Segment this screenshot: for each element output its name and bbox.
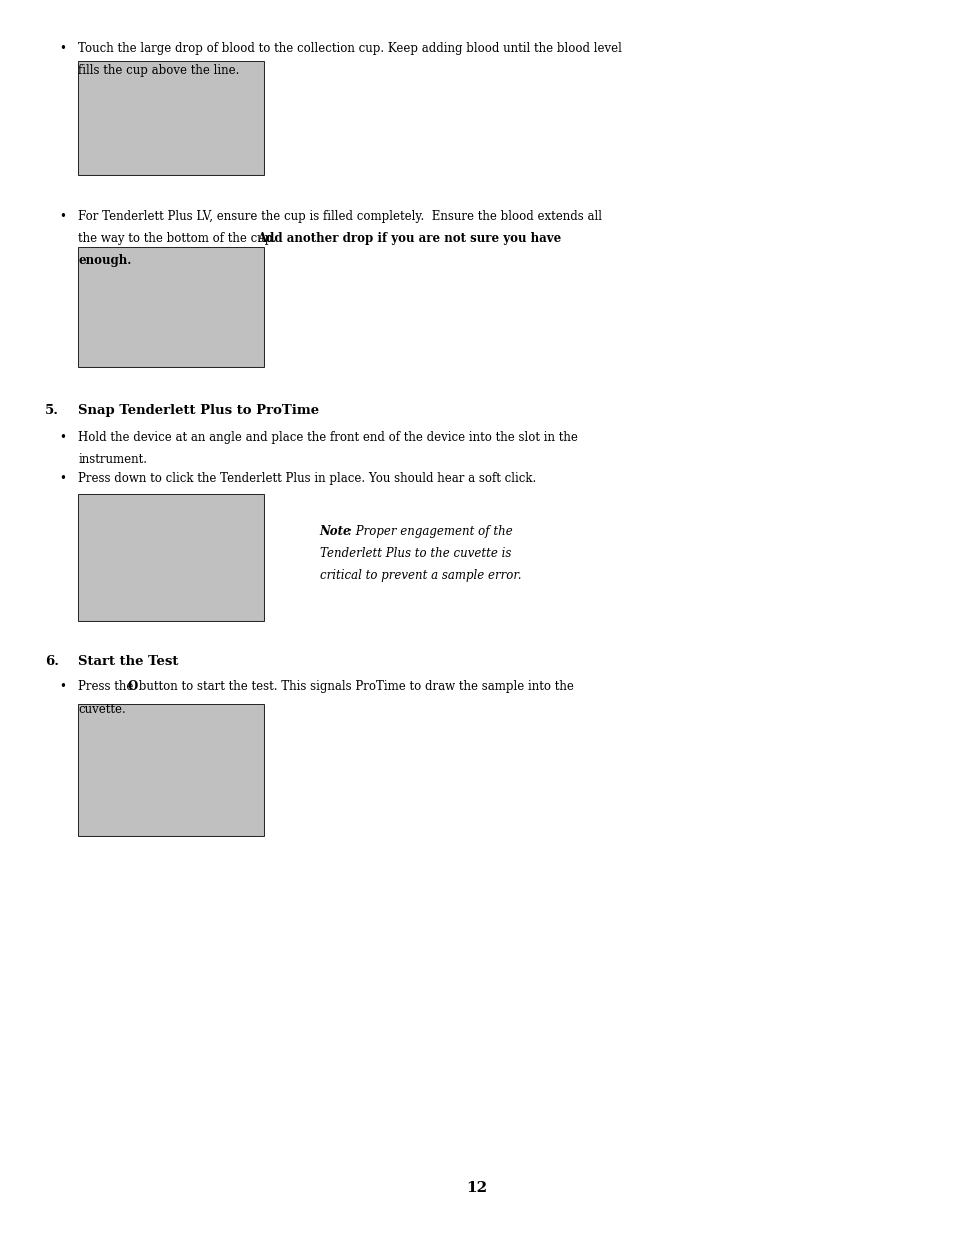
Text: enough.: enough. (78, 254, 132, 268)
Text: Start the Test: Start the Test (78, 655, 178, 668)
Bar (78, 704, 264, 836)
Text: cuvette.: cuvette. (78, 703, 126, 716)
Text: Press the: Press the (78, 680, 137, 694)
Bar (79, 705, 263, 835)
Text: fills the cup above the line.: fills the cup above the line. (78, 64, 239, 78)
Text: O: O (128, 680, 138, 694)
Bar (78, 61, 264, 175)
Text: instrument.: instrument. (78, 453, 147, 467)
Text: Press down to click the Tenderlett Plus in place. You should hear a soft click.: Press down to click the Tenderlett Plus … (78, 472, 536, 485)
Text: 12: 12 (466, 1181, 487, 1195)
Bar (79, 495, 263, 620)
Text: •: • (59, 431, 66, 445)
Text: •: • (59, 42, 66, 56)
Text: Tenderlett Plus to the cuvette is: Tenderlett Plus to the cuvette is (319, 547, 511, 561)
Bar (79, 248, 263, 366)
Bar (78, 247, 264, 367)
Text: : Proper engagement of the: : Proper engagement of the (348, 525, 513, 538)
Text: critical to prevent a sample error.: critical to prevent a sample error. (319, 569, 520, 583)
Text: 5.: 5. (45, 404, 59, 417)
Text: button to start the test. This signals ProTime to draw the sample into the: button to start the test. This signals P… (135, 680, 574, 694)
Text: •: • (59, 472, 66, 485)
Text: Note: Note (319, 525, 351, 538)
Bar (78, 494, 264, 621)
Text: For Tenderlett Plus LV, ensure the cup is filled completely.  Ensure the blood e: For Tenderlett Plus LV, ensure the cup i… (78, 210, 601, 224)
Bar (79, 62, 263, 174)
Text: 6.: 6. (45, 655, 59, 668)
Text: Snap Tenderlett Plus to ProTime: Snap Tenderlett Plus to ProTime (78, 404, 319, 417)
Text: •: • (59, 680, 66, 694)
Text: Hold the device at an angle and place the front end of the device into the slot : Hold the device at an angle and place th… (78, 431, 578, 445)
Text: Touch the large drop of blood to the collection cup. Keep adding blood until the: Touch the large drop of blood to the col… (78, 42, 621, 56)
Text: •: • (59, 210, 66, 224)
Text: Add another drop if you are not sure you have: Add another drop if you are not sure you… (257, 232, 561, 246)
Text: the way to the bottom of the cup.: the way to the bottom of the cup. (78, 232, 280, 246)
